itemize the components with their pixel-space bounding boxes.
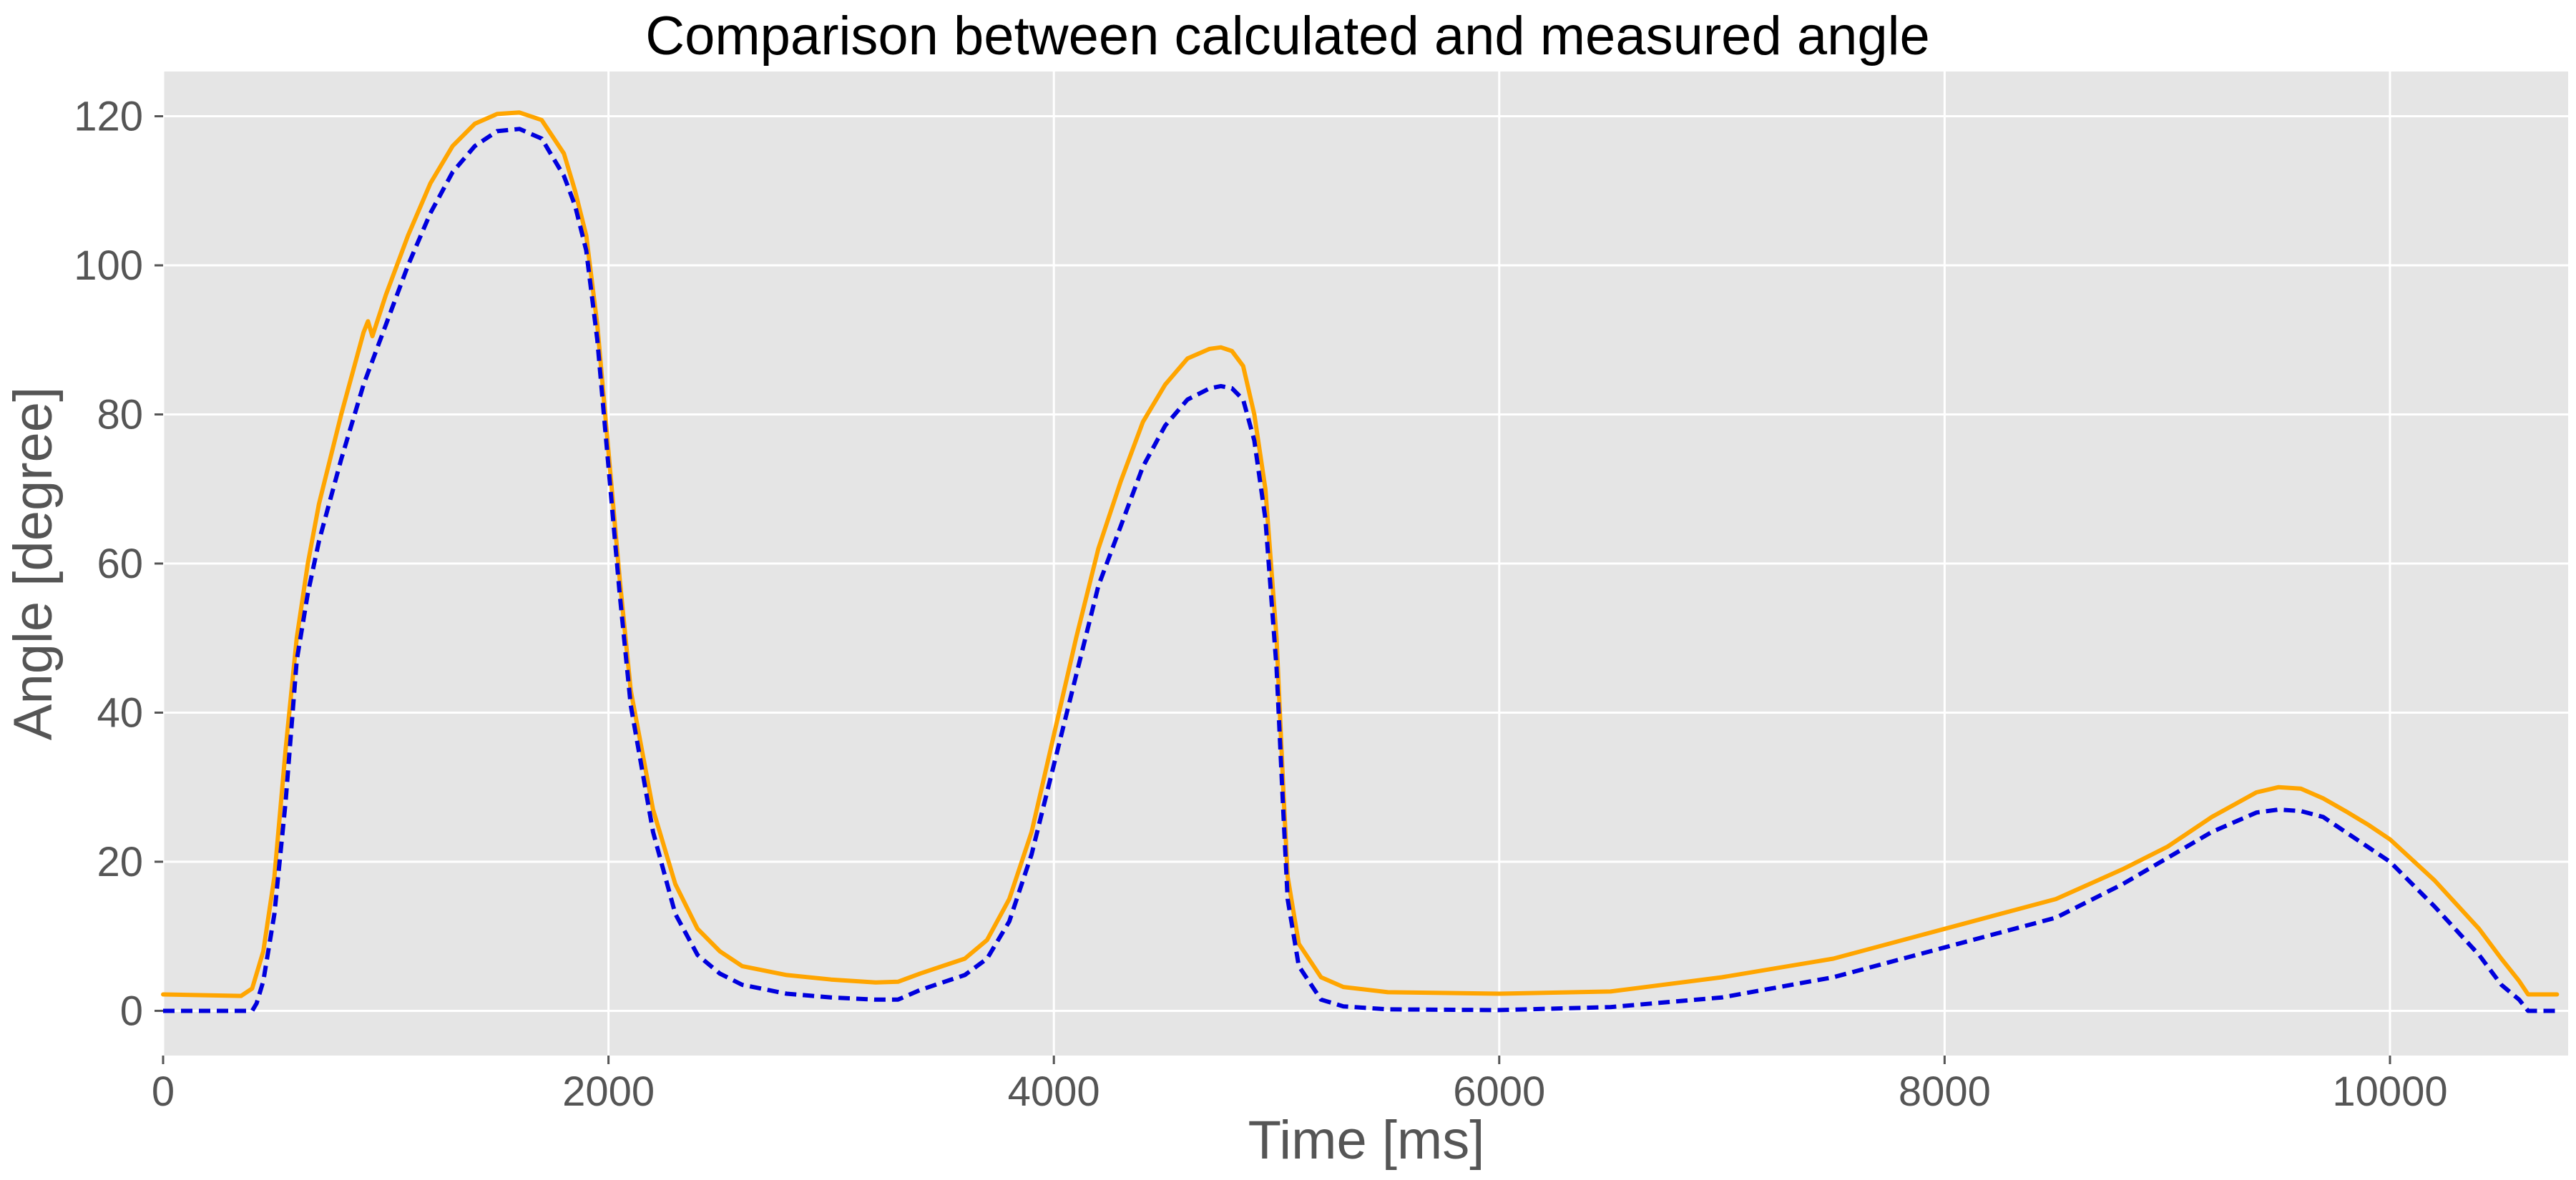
y-tick-label: 40	[97, 689, 143, 736]
y-tick-label: 60	[97, 541, 143, 587]
y-tick-label: 0	[120, 988, 143, 1034]
grid-lines	[162, 72, 2568, 1056]
y-tick-label: 80	[97, 392, 143, 438]
x-tick-label: 2000	[562, 1068, 655, 1115]
x-tick-label: 10000	[2332, 1068, 2447, 1115]
x-tick-label: 4000	[1008, 1068, 1100, 1115]
y-tick-label: 20	[97, 839, 143, 885]
chart-title: Comparison between calculated and measur…	[645, 6, 1930, 67]
y-axis-label: Angle [degree]	[3, 387, 64, 740]
y-axis-ticks: 0 20 40 60 80 100 120	[74, 94, 163, 1034]
x-axis-label: Time [ms]	[1248, 1110, 1485, 1171]
series-layer	[161, 110, 2560, 1013]
x-tick-label: 6000	[1453, 1068, 1545, 1115]
y-tick-label: 100	[74, 242, 143, 289]
series-line-calculated	[163, 127, 2557, 1013]
series-line-measured	[161, 110, 2560, 998]
x-axis-ticks: 0 2000 4000 6000 8000 10000	[152, 1056, 2448, 1115]
x-tick-label: 0	[152, 1068, 175, 1115]
x-tick-label: 8000	[1899, 1068, 1991, 1115]
y-tick-label: 120	[74, 94, 143, 140]
